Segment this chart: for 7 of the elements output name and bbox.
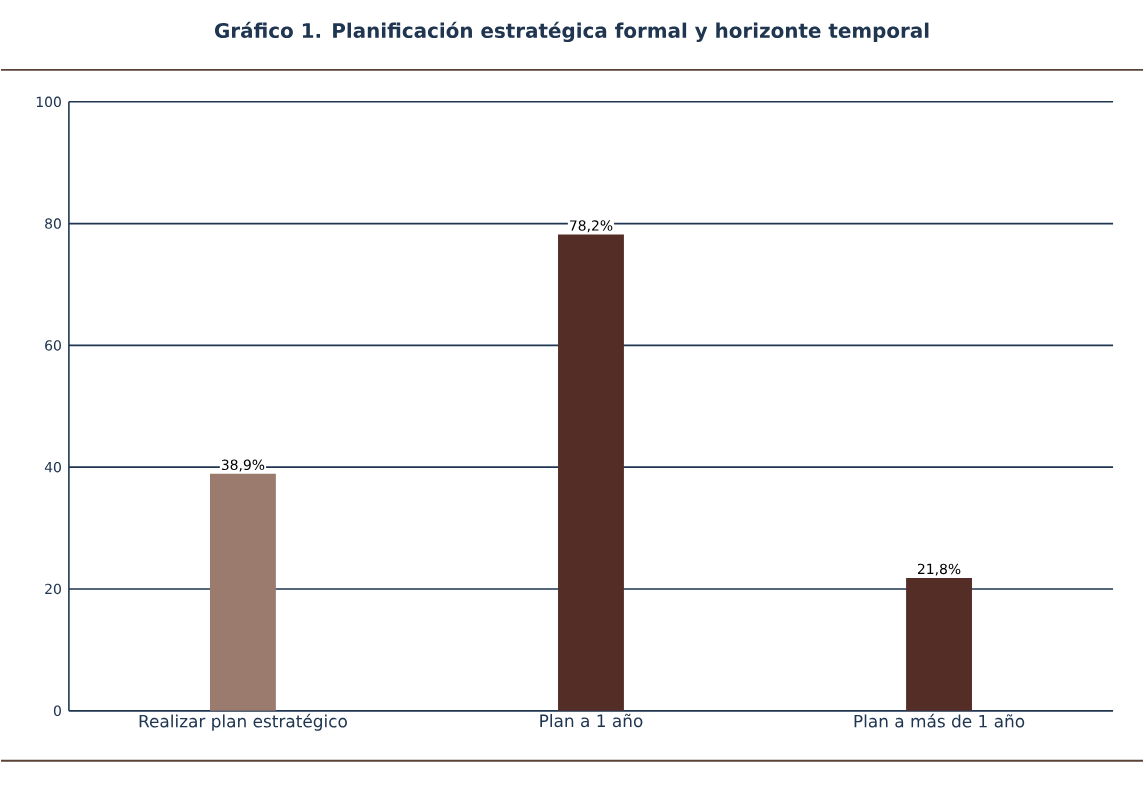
x-tick-label: Plan a más de 1 año [854,713,1025,728]
bar [209,473,276,711]
chart-title: Gráfico 1. Planificación estratégica formal y horizonte temporal [214,21,929,42]
bar [558,234,624,711]
bar [906,577,972,711]
x-tick-label: Plan a 1 año [540,713,643,727]
x-tick-label: Realizar plan estratégico [139,713,347,731]
